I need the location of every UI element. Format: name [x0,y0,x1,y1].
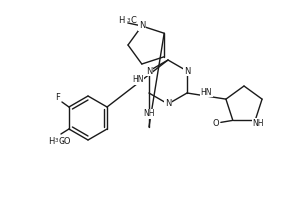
Text: N: N [139,21,145,30]
Text: 3: 3 [127,18,130,23]
Text: N: N [184,66,190,75]
Text: CO: CO [59,136,71,146]
Text: NH: NH [143,110,155,118]
Text: O: O [213,119,219,128]
Text: F: F [56,94,60,102]
Text: HN: HN [132,75,143,84]
Text: NH: NH [252,119,264,128]
Text: N: N [146,66,152,75]
Text: HN: HN [201,88,212,97]
Text: N: N [165,99,171,108]
Text: 3: 3 [55,138,58,143]
Text: C: C [131,16,137,25]
Text: H: H [118,16,125,25]
Text: H: H [48,136,54,146]
